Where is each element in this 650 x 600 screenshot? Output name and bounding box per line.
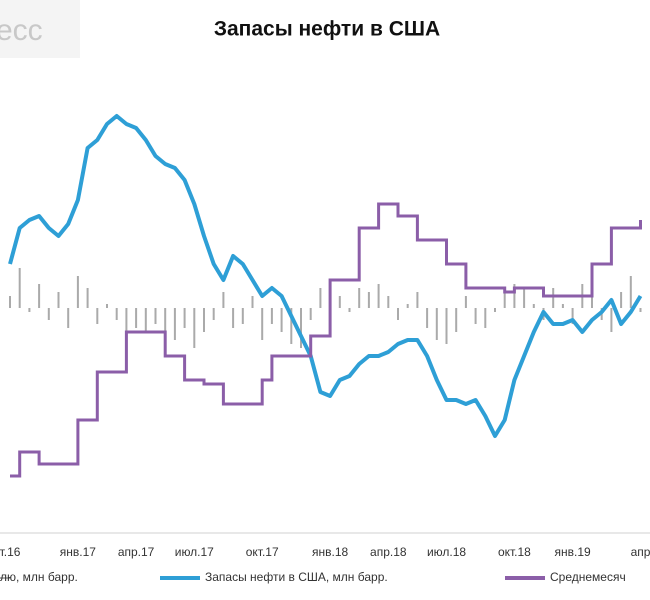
bar — [552, 288, 555, 308]
x-tick-label: апр.18 — [370, 545, 407, 559]
bar — [251, 296, 254, 308]
bar — [610, 308, 613, 332]
x-tick-label: апр.17 — [118, 545, 155, 559]
bar — [571, 308, 574, 324]
bar — [416, 292, 419, 308]
bar — [76, 276, 79, 308]
bar — [183, 308, 186, 328]
x-tick-label: янв.19 — [555, 545, 592, 559]
bar — [154, 308, 157, 324]
bar — [232, 308, 235, 328]
bar — [115, 308, 118, 320]
bar — [503, 292, 506, 308]
bar — [523, 288, 526, 308]
bar — [86, 288, 89, 308]
bar — [290, 308, 293, 344]
bar — [135, 308, 138, 328]
bar — [28, 308, 31, 312]
x-tick-label: т.16 — [0, 545, 21, 559]
bar — [464, 296, 467, 308]
bar — [241, 308, 244, 324]
bar — [144, 308, 147, 332]
bar — [222, 292, 225, 308]
bar — [513, 284, 516, 308]
bar — [426, 308, 429, 328]
bar — [261, 308, 264, 340]
bar — [338, 296, 341, 308]
bar — [212, 308, 215, 320]
x-tick-label: окт.18 — [498, 545, 531, 559]
bar — [484, 308, 487, 328]
bar — [203, 308, 205, 332]
x-tick-label: окт.17 — [246, 545, 279, 559]
bar — [532, 304, 535, 308]
bar — [348, 308, 351, 312]
watermark-box — [0, 0, 80, 58]
bar — [47, 308, 50, 320]
x-tick-label: июл.18 — [427, 545, 466, 559]
bar — [639, 308, 642, 312]
legend-label: Среднемесяч — [550, 570, 626, 584]
line — [10, 202, 642, 478]
bar — [173, 308, 176, 340]
bar — [377, 284, 380, 308]
bar — [125, 308, 128, 340]
bar — [494, 308, 496, 312]
bar — [18, 268, 21, 308]
bar — [445, 308, 448, 344]
bar — [367, 292, 370, 308]
line — [8, 114, 643, 438]
x-tick-label: янв.17 — [60, 545, 97, 559]
bar — [474, 308, 477, 324]
bar — [397, 308, 399, 320]
bar — [561, 304, 564, 308]
bar — [300, 308, 302, 348]
bar — [309, 308, 312, 320]
bar — [96, 308, 99, 324]
bar — [620, 292, 623, 308]
bar — [164, 308, 167, 344]
bar — [406, 304, 409, 308]
bar — [319, 288, 322, 308]
x-tick-label: июл.17 — [175, 545, 214, 559]
bar — [387, 296, 390, 308]
chart-title: Запасы нефти в США — [214, 18, 440, 41]
bar — [270, 308, 273, 324]
bar — [9, 296, 11, 308]
x-tick-label: янв.18 — [312, 545, 349, 559]
legend-label: Запасы нефти в США, млн барр. — [205, 570, 388, 584]
bar — [67, 308, 70, 328]
bar — [435, 308, 438, 340]
bar — [38, 284, 41, 308]
bar — [629, 276, 632, 308]
watermark: есс — [0, 14, 43, 47]
bar — [358, 288, 361, 308]
bar — [280, 308, 283, 332]
bar — [106, 304, 108, 308]
legend-label: лю, млн барр. — [0, 570, 78, 584]
x-tick-label: апр — [631, 545, 650, 559]
bar — [193, 308, 196, 348]
bar — [455, 308, 458, 332]
bar — [57, 292, 60, 308]
